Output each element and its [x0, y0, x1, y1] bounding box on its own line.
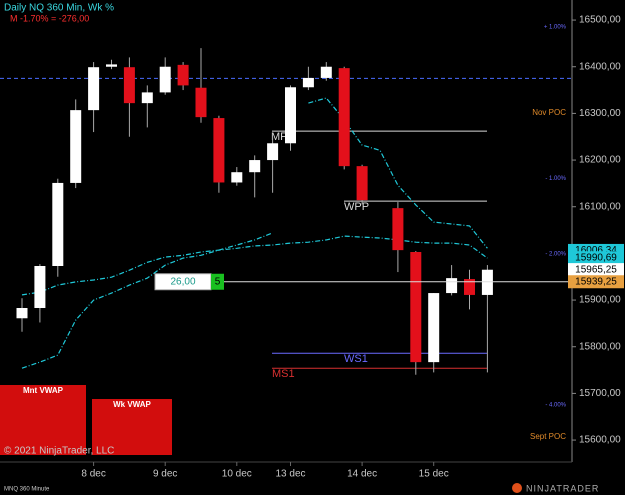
candle-body [123, 67, 135, 104]
price-tag-label: 15965,25 [575, 264, 617, 275]
candle-body [231, 172, 243, 183]
candle-body [16, 308, 28, 319]
chart-title: Daily NQ 360 Min, Wk % [4, 3, 114, 14]
vwap-line [308, 97, 488, 249]
price-tag [568, 275, 624, 289]
y-tick-label: 16300,00 [579, 108, 621, 119]
copyright: © 2021 NinjaTrader, LLC [4, 446, 114, 457]
pivot-label: MS1 [272, 368, 295, 380]
candle-body [267, 143, 279, 161]
candle-body [52, 182, 64, 266]
candle-body [177, 64, 189, 86]
candle-body [159, 66, 171, 93]
order-qty-box[interactable] [211, 273, 224, 290]
chart-subtitle: M -1.70% = -276,00 [10, 13, 89, 23]
annotation: - 4.00% [545, 403, 566, 409]
candle-body [392, 208, 404, 251]
x-tick-label: 9 dec [153, 469, 177, 480]
price-tag [568, 251, 624, 265]
annotation: - 2.00% [545, 251, 566, 257]
candle-body [70, 110, 82, 183]
price-tag-label: 15939,25 [575, 276, 617, 287]
price-tag-label: 15990,69 [575, 252, 617, 263]
candle-body [249, 160, 261, 173]
vwap-button[interactable] [92, 399, 172, 455]
pivot-label: MF [271, 131, 287, 143]
y-tick-label: 15600,00 [579, 435, 621, 446]
candle-body [356, 166, 368, 201]
order-qty[interactable]: 5 [215, 276, 221, 287]
y-tick-label: 16500,00 [579, 15, 621, 26]
annotation: + 1.00% [544, 25, 567, 31]
x-tick-label: 13 dec [275, 469, 305, 480]
candle-body [464, 279, 475, 295]
y-tick-label: 15700,00 [579, 388, 621, 399]
pivot-label: WPP [344, 201, 369, 213]
candle-body [213, 118, 225, 183]
candle-body [338, 68, 350, 167]
pivot-label: WS1 [344, 353, 368, 365]
x-tick-label: 10 dec [222, 469, 252, 480]
y-tick-label: 16100,00 [579, 201, 621, 212]
candle-body [106, 64, 117, 67]
x-tick-label: 8 dec [81, 469, 105, 480]
candle-body [141, 92, 153, 104]
candle-body [410, 252, 422, 363]
candle-body [302, 77, 314, 88]
candle-body [481, 269, 493, 295]
price-tag [568, 263, 624, 277]
order-price[interactable]: 26,00 [170, 276, 195, 287]
x-tick-label: 15 dec [419, 469, 449, 480]
vwap-line [21, 232, 273, 369]
annotation: Nov POC [532, 108, 566, 117]
annotation: Sept POC [530, 432, 566, 441]
candle-body [34, 266, 46, 308]
price-tag-label: 16006,34 [575, 245, 617, 256]
candle-body [88, 67, 100, 111]
candle-body [446, 278, 458, 294]
logo-icon [512, 483, 522, 493]
y-tick-label: 16400,00 [579, 61, 621, 72]
y-tick-label: 15800,00 [579, 341, 621, 352]
instrument: MNQ 360 Minute [4, 487, 50, 493]
button-label[interactable]: Mnt VWAP [23, 386, 64, 395]
candle-body [320, 66, 332, 78]
candle-body [285, 87, 296, 144]
candle-body [428, 293, 440, 363]
logo: NINJATRADER [526, 483, 599, 493]
annotation: - 1.00% [545, 176, 566, 182]
x-tick-label: 14 dec [347, 469, 377, 480]
candle-body [195, 87, 207, 118]
vwap-button[interactable] [0, 385, 86, 455]
button-label[interactable]: Wk VWAP [113, 400, 151, 409]
y-tick-label: 15900,00 [579, 295, 621, 306]
y-tick-label: 16200,00 [579, 155, 621, 166]
